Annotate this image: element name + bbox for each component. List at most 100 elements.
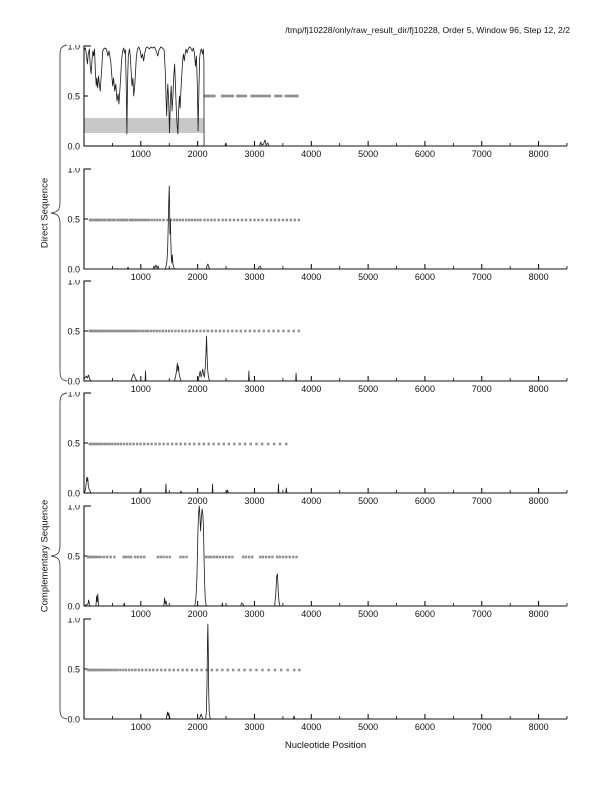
codon-mark (207, 94, 210, 98)
x-tick-label: 8000 (529, 384, 549, 394)
codon-mark (122, 442, 126, 446)
codon-mark (273, 218, 277, 222)
codon-mark (150, 218, 153, 222)
codon-mark (156, 555, 160, 559)
codon-mark (240, 94, 244, 98)
x-tick-label: 1000 (131, 149, 151, 159)
codon-mark (143, 442, 146, 446)
codon-mark (218, 329, 222, 333)
x-tick-label: 2000 (188, 722, 208, 732)
codon-mark (296, 94, 299, 98)
codon-mark (261, 218, 264, 222)
codon-mark (162, 218, 165, 222)
x-tick-label: 6000 (415, 496, 435, 506)
codon-mark (111, 668, 114, 672)
x-tick-label: 7000 (472, 722, 492, 732)
codon-mark (121, 218, 125, 222)
codon-mark (286, 94, 289, 98)
codon-mark (99, 218, 103, 222)
codon-mark (266, 442, 270, 446)
codon-mark (139, 329, 142, 333)
codon-mark (131, 218, 134, 222)
codon-mark (207, 442, 210, 446)
codon-mark (144, 329, 147, 333)
codon-mark (93, 555, 96, 559)
codon-mark (210, 329, 214, 333)
codon-mark (175, 218, 179, 222)
codon-mark (182, 555, 185, 559)
x-tick-label: 6000 (415, 149, 435, 159)
codon-mark (181, 218, 185, 222)
codon-mark (132, 329, 135, 333)
codon-mark (237, 94, 241, 98)
codon-mark (257, 94, 261, 98)
codon-mark (210, 555, 213, 559)
codon-mark (255, 94, 259, 98)
codon-mark (181, 329, 184, 333)
codon-mark (202, 442, 206, 446)
codon-mark (206, 94, 209, 98)
codon-mark (116, 218, 120, 222)
codon-mark (221, 555, 225, 559)
codon-mark (250, 555, 254, 559)
codon-mark (222, 94, 225, 98)
codon-mark (243, 668, 246, 672)
codon-mark (138, 218, 141, 222)
x-tick-label: 8000 (529, 149, 549, 159)
codon-mark (96, 442, 99, 446)
codon-mark (281, 555, 285, 559)
probability-curve (84, 623, 567, 720)
codon-mark (217, 218, 220, 222)
codon-mark (144, 668, 148, 672)
codon-mark (156, 668, 159, 672)
codon-mark (262, 94, 265, 98)
codon-mark (224, 218, 228, 222)
codon-mark (185, 555, 188, 559)
codon-mark (103, 329, 107, 333)
codon-mark (97, 329, 100, 333)
codon-mark (176, 668, 180, 672)
codon-mark (91, 555, 94, 559)
x-tick-label: 8000 (529, 496, 549, 506)
codon-mark (102, 329, 105, 333)
x-tick-label: 1000 (131, 272, 151, 282)
x-tick-label: 2000 (188, 272, 208, 282)
codon-mark (98, 442, 102, 446)
codon-mark (145, 218, 148, 222)
y-tick-label: 1.0 (67, 45, 80, 52)
codon-mark (190, 668, 194, 672)
codon-mark (164, 668, 167, 672)
codon-mark (287, 94, 291, 98)
x-tick-label: 1000 (131, 722, 151, 732)
codon-mark (276, 555, 279, 559)
codon-mark (253, 218, 256, 222)
x-tick-label: 3000 (244, 722, 264, 732)
codon-mark (91, 329, 94, 333)
codon-mark (298, 668, 301, 672)
x-tick-label: 5000 (358, 496, 378, 506)
x-tick-label: 5000 (358, 722, 378, 732)
codon-mark (167, 329, 171, 333)
codon-mark (206, 218, 210, 222)
y-tick-label: 0.0 (67, 489, 80, 499)
codon-mark (158, 442, 161, 446)
codon-mark (257, 218, 260, 222)
panel-direct-frame-2: 1.0 0.5 0.0 1000 2000 3000 4000 5000 6000 7000 800… (67, 168, 568, 282)
codon-mark (226, 668, 229, 672)
codon-mark (111, 329, 114, 333)
codon-mark (239, 329, 243, 333)
x-tick-label: 7000 (472, 272, 492, 282)
codon-mark (184, 329, 187, 333)
codon-mark (124, 555, 128, 559)
codon-mark (181, 668, 184, 672)
codon-mark (264, 555, 268, 559)
codon-mark (269, 218, 273, 222)
codon-mark (203, 218, 206, 222)
codon-mark (161, 329, 164, 333)
codon-mark (272, 442, 276, 446)
codon-mark (143, 218, 146, 222)
codon-mark (233, 442, 236, 446)
codon-mark (178, 218, 182, 222)
y-tick-label: 0.5 (67, 439, 80, 449)
